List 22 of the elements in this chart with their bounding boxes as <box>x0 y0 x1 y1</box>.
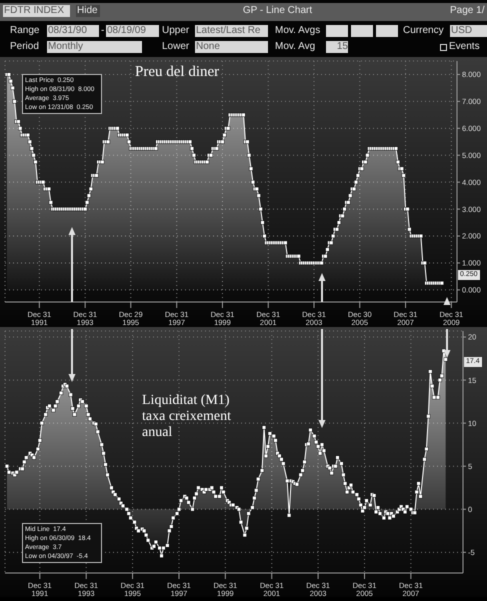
text: FDTR INDEX <box>3 5 70 17</box>
text: - <box>101 25 104 37</box>
text: 08/31/90 <box>47 25 99 37</box>
text: Mov. Avgs <box>275 25 320 37</box>
text: USD <box>450 25 487 37</box>
text: Period <box>10 41 39 53</box>
text: Page 1/ <box>450 5 484 17</box>
text: Upper <box>162 25 190 37</box>
text: Events <box>449 41 480 53</box>
text: Range <box>10 25 40 37</box>
text: Latest/Last Re <box>195 25 268 37</box>
text: Mov. Avg <box>275 41 316 53</box>
text: GP - Line Chart <box>242 5 314 17</box>
text: Hide <box>76 5 100 17</box>
text: Currency <box>403 25 444 37</box>
text: Monthly <box>47 41 142 53</box>
text: 15 <box>326 41 348 53</box>
text: Lower <box>162 41 190 53</box>
chart-title: Preu del diner <box>135 64 220 82</box>
text: 08/19/09 <box>106 25 159 37</box>
text: None <box>195 41 268 53</box>
text: Liquiditat (M1) taxa creixement anual <box>142 393 232 442</box>
